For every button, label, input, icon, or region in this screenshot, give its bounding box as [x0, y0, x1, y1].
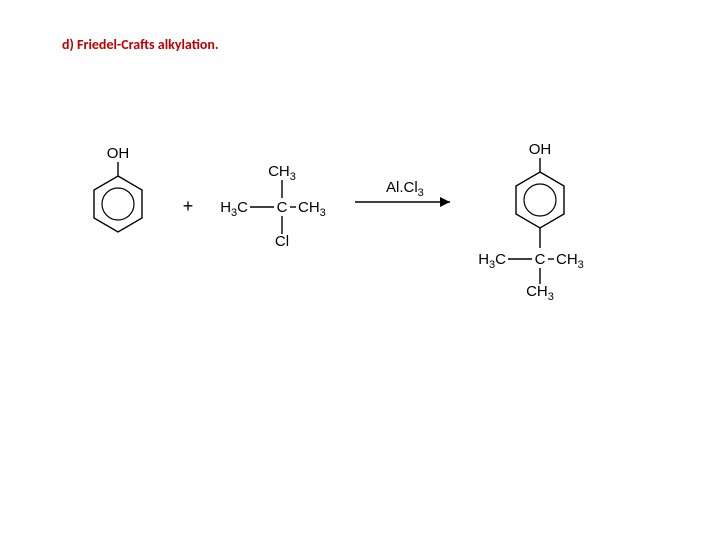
tbu-bottom: Cl: [275, 233, 289, 250]
plus-symbol: +: [183, 196, 194, 216]
phenol-oh-label: OH: [107, 145, 130, 162]
reactant-phenol: OH: [94, 145, 142, 232]
tbu-center: C: [277, 199, 288, 216]
section-heading: d) Friedel-Crafts alkylation.: [62, 36, 219, 53]
product-bottom: CH3: [526, 283, 554, 303]
reaction-diagram: OH + CH3 H3C C CH3: [80, 140, 660, 340]
product-molecule: OH H3C C CH3 CH3: [478, 141, 584, 303]
reaction-arrow: [355, 197, 450, 207]
tbu-right: CH3: [298, 199, 326, 219]
product-oh-label: OH: [529, 141, 552, 158]
product-left: H3C: [478, 251, 506, 271]
tbu-left: H3C: [220, 199, 248, 219]
catalyst-label: Al.Cl3: [386, 179, 424, 199]
reactant-tbutyl-chloride: CH3 H3C C CH3 Cl: [220, 163, 326, 250]
product-center: C: [535, 251, 546, 268]
product-right: CH3: [556, 251, 584, 271]
